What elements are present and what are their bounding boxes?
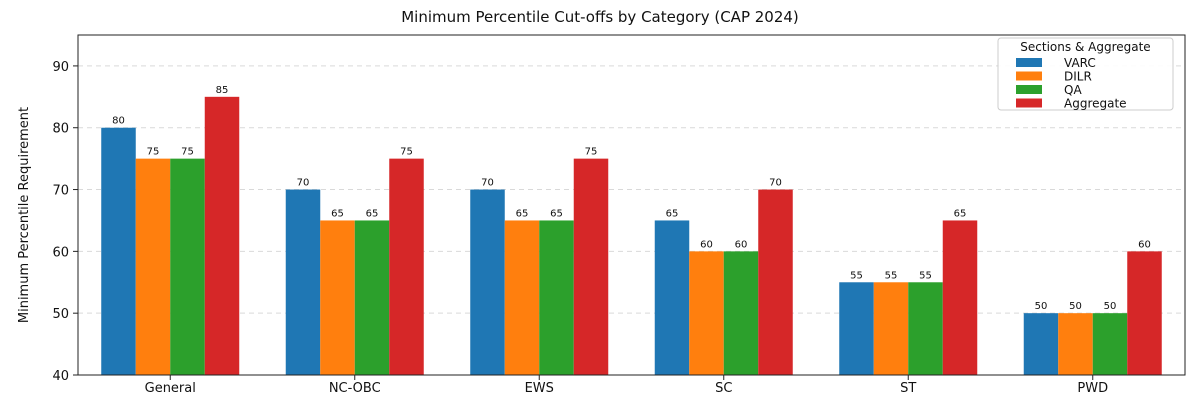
data-label: 80 bbox=[112, 116, 125, 127]
grid-layer bbox=[78, 65, 1185, 314]
data-label: 85 bbox=[216, 85, 229, 96]
data-label: 60 bbox=[700, 239, 713, 250]
legend-label: Aggregate bbox=[1064, 97, 1127, 111]
bar-aggregate-pwd bbox=[1127, 251, 1162, 375]
data-label: 70 bbox=[481, 178, 494, 189]
bar-varc-nc-obc bbox=[285, 189, 321, 375]
y-axis-label: Minimum Percentile Requirement bbox=[17, 107, 32, 323]
legend-label: VARC bbox=[1064, 56, 1096, 70]
data-label: 75 bbox=[585, 147, 598, 158]
bar-varc-sc bbox=[654, 220, 690, 375]
bar-qa-nc-obc bbox=[354, 220, 390, 375]
bar-varc-pwd bbox=[1023, 313, 1059, 375]
bar-aggregate-nc-obc bbox=[389, 158, 424, 375]
legend-title: Sections & Aggregate bbox=[1020, 40, 1150, 54]
bar-aggregate-ews bbox=[573, 158, 609, 375]
bar-dilr-sc bbox=[689, 251, 724, 375]
x-tick-label: PWD bbox=[1077, 381, 1108, 396]
bar-varc-st bbox=[839, 282, 874, 375]
x-tick-label: General bbox=[145, 381, 196, 396]
chart-title: Minimum Percentile Cut-offs by Category … bbox=[401, 8, 799, 26]
x-tick-label: SC bbox=[715, 381, 732, 396]
data-label: 55 bbox=[885, 270, 898, 281]
bar-dilr-st bbox=[873, 282, 909, 375]
bars-layer bbox=[101, 96, 1162, 376]
x-tick-label: EWS bbox=[525, 381, 554, 396]
legend-swatch bbox=[1016, 58, 1042, 67]
bar-dilr-general bbox=[135, 158, 171, 375]
data-label: 65 bbox=[366, 208, 379, 219]
data-label: 65 bbox=[550, 208, 563, 219]
data-labels-layer: 80 75 75 85 70 65 65 75 70 65 65 75 65 60 60 70 55 55 55 65… bbox=[112, 85, 1151, 312]
data-label: 70 bbox=[769, 178, 782, 189]
data-label: 75 bbox=[181, 147, 194, 158]
data-label: 60 bbox=[735, 239, 748, 250]
data-label: 50 bbox=[1069, 301, 1082, 312]
legend-swatch bbox=[1016, 71, 1042, 81]
y-tick-label: 90 bbox=[52, 60, 69, 75]
bar-varc-general bbox=[101, 127, 136, 376]
bar-qa-general bbox=[170, 158, 205, 375]
y-tick-label: 40 bbox=[52, 369, 69, 384]
legend-label: DILR bbox=[1064, 70, 1092, 84]
data-label: 50 bbox=[1104, 301, 1117, 312]
data-label: 55 bbox=[919, 270, 932, 281]
y-tick-label: 50 bbox=[52, 307, 69, 322]
bar-varc-ews bbox=[470, 189, 505, 375]
plot-frame bbox=[77, 34, 1186, 376]
y-tick-label: 60 bbox=[52, 245, 69, 260]
data-label: 65 bbox=[331, 208, 344, 219]
bar-qa-ews bbox=[539, 220, 574, 375]
bar-aggregate-general bbox=[204, 96, 240, 376]
bar-qa-sc bbox=[723, 251, 759, 375]
y-tick-label: 80 bbox=[52, 122, 69, 137]
y-tick-labels: 40 50 60 70 80 90 bbox=[52, 60, 78, 384]
bar-aggregate-sc bbox=[758, 189, 793, 375]
data-label: 60 bbox=[1138, 239, 1151, 250]
x-tick-label: ST bbox=[900, 381, 916, 396]
x-tick-labels: General NC-OBC EWS SC ST PWD bbox=[145, 375, 1108, 396]
data-label: 75 bbox=[147, 147, 160, 158]
data-label: 50 bbox=[1035, 301, 1048, 312]
data-label: 75 bbox=[400, 147, 413, 158]
legend-label: QA bbox=[1064, 83, 1082, 97]
data-label: 70 bbox=[297, 178, 310, 189]
bar-dilr-ews bbox=[504, 220, 540, 375]
x-tick-label: NC-OBC bbox=[329, 381, 381, 396]
legend-swatch bbox=[1016, 98, 1042, 108]
bar-qa-pwd bbox=[1092, 313, 1128, 375]
y-tick-label: 70 bbox=[52, 184, 69, 199]
bar-qa-st bbox=[908, 282, 943, 375]
axes-layer bbox=[77, 34, 1186, 376]
bar-aggregate-st bbox=[942, 220, 978, 375]
data-label: 65 bbox=[516, 208, 529, 219]
data-label: 65 bbox=[954, 208, 967, 219]
bar-dilr-nc-obc bbox=[320, 220, 355, 375]
data-label: 65 bbox=[666, 208, 679, 219]
data-label: 55 bbox=[850, 270, 863, 281]
bar-dilr-pwd bbox=[1058, 313, 1093, 375]
legend-swatch bbox=[1016, 85, 1042, 94]
